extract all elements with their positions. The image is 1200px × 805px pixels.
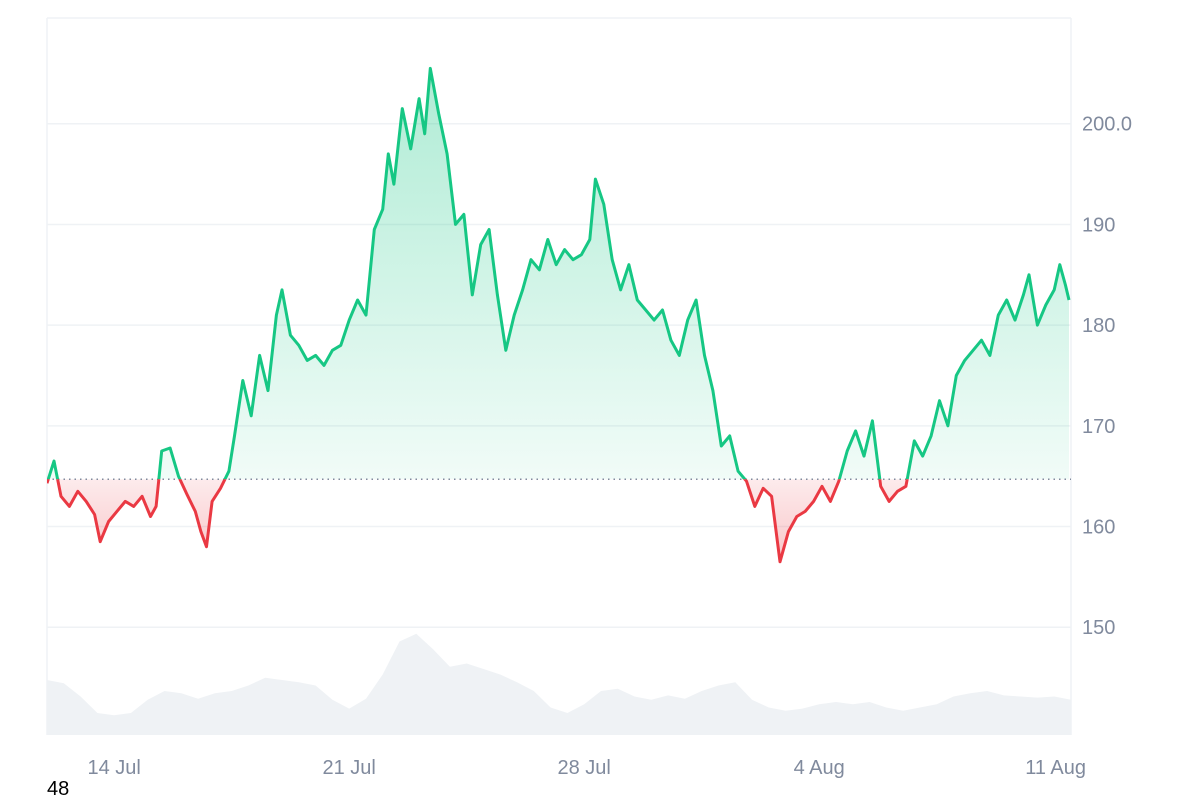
x-tick-label: 4 Aug (794, 757, 845, 779)
y-tick-label: 190 (1082, 214, 1115, 236)
area-layer (47, 68, 1069, 562)
y-tick-label: 150 (1082, 617, 1115, 639)
volume-area (47, 633, 1071, 735)
x-tick-label: 11 Aug (1025, 757, 1086, 779)
y-axis: 150 160 170 180 190 200.0 (1082, 114, 1132, 640)
x-tick-label: 14 Jul (87, 757, 140, 779)
price-line-up (47, 66, 1071, 480)
price-line-down (47, 479, 909, 564)
volume-layer (47, 633, 1071, 735)
area-fill-up (47, 68, 1069, 480)
footer-number: 48 (47, 778, 70, 800)
y-tick-label: 180 (1082, 315, 1115, 337)
line-layer (47, 66, 1071, 564)
y-tick-label: 200.0 (1082, 114, 1132, 136)
x-tick-label: 28 Jul (557, 757, 610, 779)
x-axis: 14 Jul 21 Jul 28 Jul 4 Aug 11 Aug (87, 757, 1086, 779)
y-tick-label: 160 (1082, 517, 1115, 539)
x-tick-label: 21 Jul (322, 757, 375, 779)
y-tick-label: 170 (1082, 416, 1115, 438)
